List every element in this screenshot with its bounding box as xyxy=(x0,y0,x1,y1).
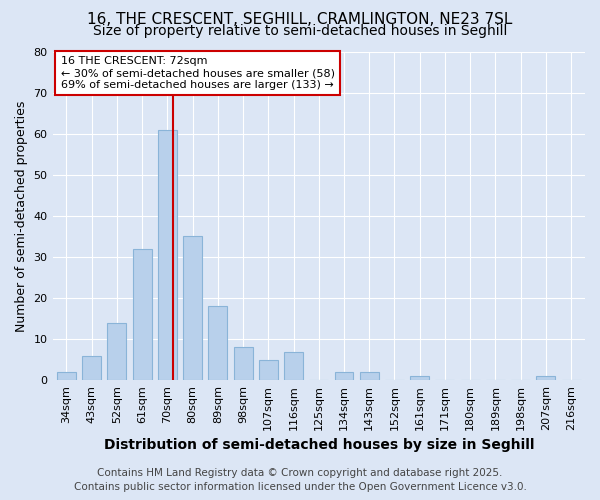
Bar xyxy=(183,236,202,380)
Bar xyxy=(82,356,101,380)
Bar xyxy=(208,306,227,380)
Bar xyxy=(133,249,152,380)
Text: 16, THE CRESCENT, SEGHILL, CRAMLINGTON, NE23 7SL: 16, THE CRESCENT, SEGHILL, CRAMLINGTON, … xyxy=(88,12,512,28)
Text: Contains HM Land Registry data © Crown copyright and database right 2025.
Contai: Contains HM Land Registry data © Crown c… xyxy=(74,468,526,492)
Text: Size of property relative to semi-detached houses in Seghill: Size of property relative to semi-detach… xyxy=(93,24,507,38)
Bar xyxy=(233,348,253,380)
Bar xyxy=(158,130,177,380)
Bar xyxy=(335,372,353,380)
Bar xyxy=(410,376,429,380)
Bar xyxy=(57,372,76,380)
X-axis label: Distribution of semi-detached houses by size in Seghill: Distribution of semi-detached houses by … xyxy=(104,438,534,452)
Bar xyxy=(284,352,303,380)
Text: 16 THE CRESCENT: 72sqm
← 30% of semi-detached houses are smaller (58)
69% of sem: 16 THE CRESCENT: 72sqm ← 30% of semi-det… xyxy=(61,56,335,90)
Y-axis label: Number of semi-detached properties: Number of semi-detached properties xyxy=(15,100,28,332)
Bar xyxy=(360,372,379,380)
Bar xyxy=(536,376,556,380)
Bar xyxy=(107,323,127,380)
Bar xyxy=(259,360,278,380)
